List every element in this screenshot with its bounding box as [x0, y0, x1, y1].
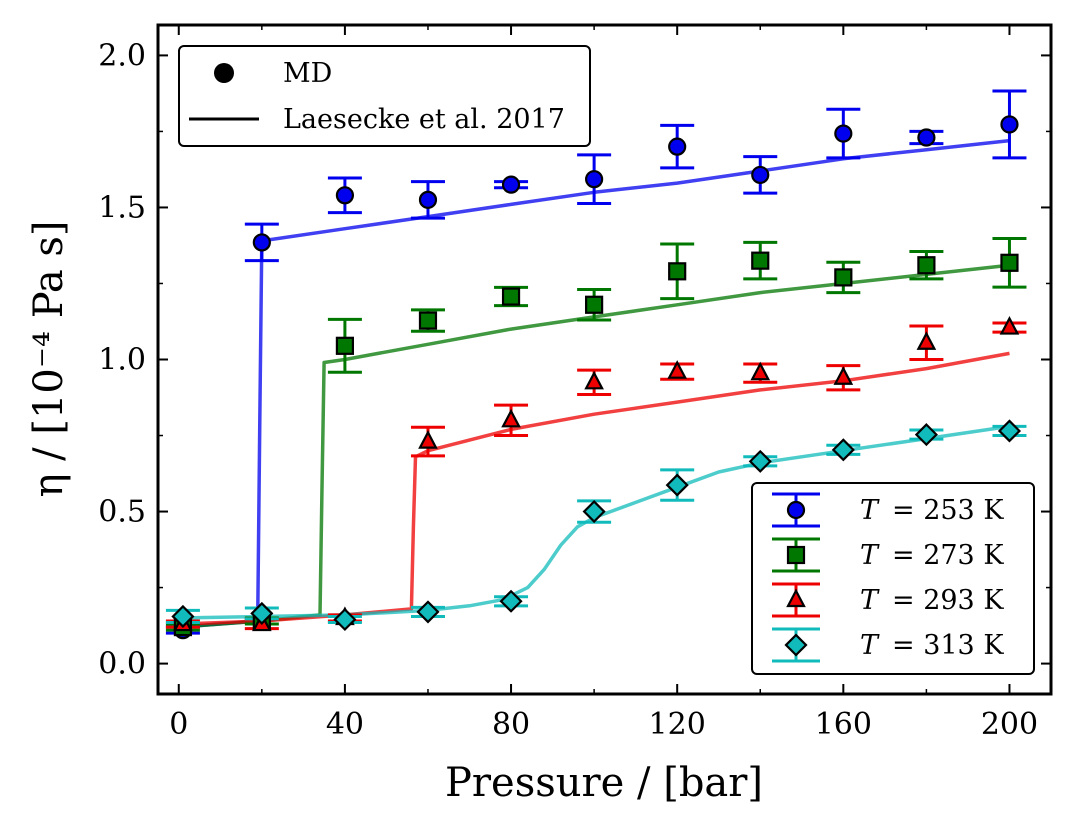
- x-tick-label: 200: [981, 707, 1038, 742]
- legend-source-box: [178, 45, 591, 147]
- y-tick-label: 1.0: [98, 343, 146, 378]
- x-tick-label: 40: [326, 707, 364, 742]
- data-point-square: [1000, 253, 1019, 272]
- y-tick-label: 2.0: [98, 38, 146, 73]
- legend-t-value: = 273 K: [892, 540, 1004, 571]
- data-point-square: [501, 287, 521, 306]
- legend-marker-diamond: [784, 633, 808, 657]
- legend-symbol-diamond: [772, 627, 820, 663]
- data-point-diamond: [333, 607, 357, 632]
- data-point-diamond: [831, 438, 855, 462]
- data-point-circle: [585, 170, 604, 189]
- md-points: [171, 115, 1022, 640]
- legend-temperature: T = 253 K T = 273 K T = 293 K T = 313 K: [751, 482, 1035, 675]
- data-point-circle: [418, 190, 438, 209]
- y-tick-label: 0.0: [98, 647, 146, 682]
- data-point-diamond: [665, 473, 689, 497]
- x-tick-label: 160: [815, 707, 872, 742]
- legend-temperature-symbols: [772, 492, 820, 663]
- data-point-circle: [1000, 115, 1019, 134]
- data-point-diamond: [997, 419, 1022, 443]
- data-point-triangle: [501, 408, 521, 428]
- data-point-square: [335, 336, 355, 355]
- legend-item-313: T = 313 K: [860, 630, 1004, 661]
- data-point-circle: [834, 124, 853, 143]
- data-point-circle: [751, 165, 770, 185]
- data-point-square: [668, 262, 687, 281]
- data-point-square: [834, 268, 853, 287]
- data-point-triangle: [584, 370, 604, 390]
- data-point-square: [418, 311, 438, 330]
- data-point-circle: [501, 175, 521, 194]
- data-marks-layer: [165, 89, 1027, 640]
- data-point-triangle: [750, 361, 771, 381]
- legend-marker-triangle: [786, 588, 806, 608]
- data-point-diamond: [748, 449, 772, 473]
- data-point-circle: [668, 137, 687, 156]
- legend-ref-label: Laesecke et al. 2017: [283, 104, 565, 135]
- data-point-triangle: [999, 316, 1020, 335]
- data-point-square: [917, 256, 936, 275]
- legend-source: MD Laesecke et al. 2017: [178, 45, 591, 147]
- legend-t-symbol: T: [860, 630, 880, 661]
- data-point-diamond: [416, 600, 440, 624]
- data-point-triangle: [418, 430, 438, 449]
- data-point-diamond: [499, 589, 523, 613]
- legend-t-value: = 313 K: [892, 630, 1004, 661]
- data-point-square: [751, 251, 770, 270]
- data-point-circle: [335, 186, 355, 205]
- x-tick-label: 0: [169, 707, 188, 742]
- x-axis-label: Pressure / [bar]: [445, 760, 763, 806]
- legend-t-value: = 293 K: [892, 585, 1004, 616]
- legend-t-symbol: T: [860, 540, 880, 571]
- legend-t-symbol: T: [860, 585, 880, 616]
- legend-t-symbol: T: [860, 495, 880, 526]
- data-point-diamond: [914, 423, 938, 447]
- y-tick-label: 1.5: [98, 190, 146, 225]
- data-point-triangle: [667, 360, 688, 379]
- data-point-square: [585, 295, 604, 314]
- legend-marker-circle: [786, 500, 806, 520]
- data-point-circle: [252, 233, 271, 252]
- reference-curve-4: [178, 424, 1010, 620]
- legend-symbol-circle: [772, 492, 820, 528]
- axis-ticks-layer: 0 40 80 120 160 200 0.0 0.5 1.0 1.5 2.0: [98, 25, 1051, 742]
- data-point-diamond: [250, 601, 274, 625]
- legend-md-label: MD: [283, 58, 332, 89]
- legend-temperature-box: [751, 482, 1035, 675]
- data-point-diamond: [582, 499, 606, 524]
- y-axis-label: η / [10⁻⁴ Pa s]: [26, 220, 72, 497]
- legend-marker-square: [786, 545, 806, 565]
- legend-symbol-square: [772, 537, 820, 573]
- data-point-diamond: [171, 604, 195, 629]
- y-tick-label: 0.5: [98, 495, 146, 530]
- reference-curve-2: [178, 263, 1010, 629]
- legend-symbol-triangle: [772, 582, 820, 618]
- x-tick-label: 120: [649, 707, 706, 742]
- data-point-triangle: [833, 366, 854, 385]
- x-tick-label: 80: [492, 707, 530, 742]
- data-point-triangle: [916, 331, 937, 350]
- legend-item-253: T = 253 K: [860, 495, 1004, 526]
- legend-t-value: = 253 K: [892, 495, 1004, 526]
- legend-item-273: T = 273 K: [860, 540, 1004, 571]
- legend-md-marker: [214, 63, 234, 83]
- data-point-circle: [917, 128, 936, 147]
- legend-item-293: T = 293 K: [860, 585, 1004, 616]
